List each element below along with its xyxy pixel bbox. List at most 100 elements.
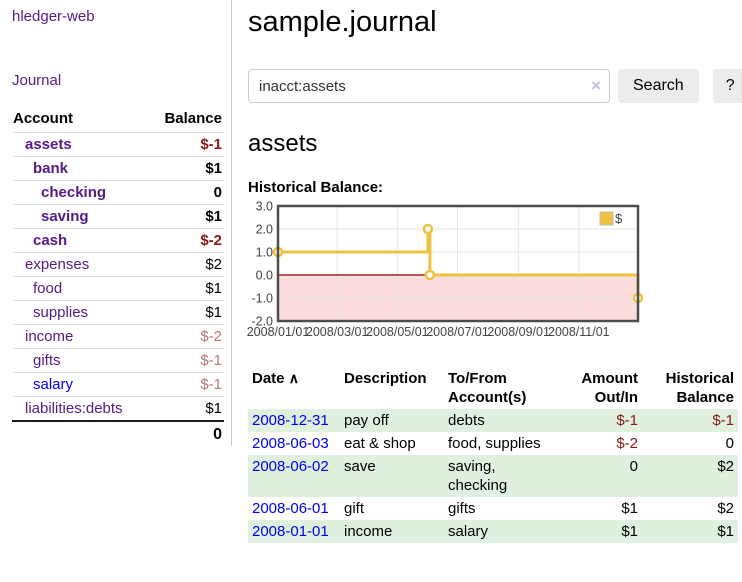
date-cell: 2008-06-03 — [248, 432, 340, 455]
account-name-cell: gifts — [12, 348, 149, 373]
account-name-cell: food — [12, 276, 149, 301]
account-name-cell: salary — [12, 372, 149, 397]
register-row: 2008-12-31 pay off debts $-1 $-1 — [248, 409, 738, 432]
register-column-header: Amount Out/In — [581, 370, 638, 406]
search-box: × — [248, 69, 610, 103]
register-header-row: Date ∧ Description To/From Account(s) Amoun… — [248, 367, 738, 409]
account-name-cell: cash — [12, 228, 149, 253]
amount-cell: 0 — [629, 458, 638, 475]
account-total-row: 0 — [12, 420, 224, 447]
x-tick-label: 2008/03/01 — [306, 325, 369, 339]
clear-search-icon[interactable]: × — [591, 76, 601, 95]
account-row: income $-2 — [12, 324, 224, 349]
accounts-cell: saving, checking — [448, 458, 508, 494]
x-tick-label: 2008/01/01 — [247, 325, 310, 339]
historical-balance-chart: $3.0 2.0 1.0 0.0 -1.0 -2.0 2008/01/01 2008/03/0… — [247, 200, 742, 349]
balance-cell: $-1 — [712, 412, 734, 429]
date-link[interactable]: 2008-06-01 — [252, 500, 329, 517]
account-row: saving $1 — [12, 204, 224, 229]
account-row: expenses $2 — [12, 252, 224, 277]
account-balance-value: $1 — [148, 204, 224, 229]
account-balance-value: $1 — [148, 396, 224, 422]
account-balance-value: $-2 — [148, 228, 224, 253]
balance-chart-svg: $3.0 2.0 1.0 0.0 -1.0 -2.02008/01/012008/03/0… — [247, 200, 644, 339]
description-cell: gift — [344, 500, 365, 517]
help-button[interactable]: ? — [712, 69, 742, 103]
accounts-cell: gifts — [448, 500, 476, 517]
account-link[interactable]: salary — [33, 376, 74, 393]
account-name-cell: assets — [12, 132, 149, 157]
amount-cell: $-1 — [616, 412, 638, 429]
y-tick-label: 3.0 — [256, 200, 273, 214]
account-row: liabilities:debts $1 — [12, 396, 224, 422]
account-link[interactable]: assets — [25, 136, 72, 153]
date-link[interactable]: 2008-12-31 — [252, 412, 329, 429]
amount-cell: $-2 — [616, 435, 638, 452]
search-form: × Search ? — [248, 69, 742, 103]
account-link[interactable]: cash — [33, 232, 68, 249]
date-link[interactable]: 2008-06-02 — [252, 458, 329, 475]
date-cell: 2008-06-01 — [248, 497, 340, 520]
register-row: 2008-06-01 gift gifts $1 $2 — [248, 497, 738, 520]
sidebar: hledger-web Journal Account Balance asse… — [0, 0, 232, 447]
account-balance-value: $-1 — [148, 132, 224, 157]
account-link[interactable]: bank — [33, 160, 69, 177]
y-tick-label: -2.0 — [251, 315, 273, 329]
page-title: sample.journal — [248, 6, 437, 38]
account-name-cell: expenses — [12, 252, 149, 277]
search-button[interactable]: Search — [618, 69, 699, 103]
y-tick-label: 0.0 — [256, 269, 273, 283]
account-balance-table: Account Balance assets $-1 bank $1 checking 0… — [12, 107, 224, 447]
x-tick-label: 2008/11/01 — [548, 325, 610, 339]
register-column-header[interactable]: Date ∧ — [252, 370, 299, 387]
account-link[interactable]: saving — [41, 208, 89, 225]
page: hledger-web Journal Account Balance asse… — [0, 0, 742, 543]
register-table-head: Date ∧ Description To/From Account(s) Amoun… — [248, 367, 738, 409]
date-link[interactable]: 2008-01-01 — [252, 523, 329, 540]
account-balance-value: $1 — [148, 300, 224, 325]
register-column-header: Description — [344, 370, 427, 387]
account-name-cell: saving — [12, 204, 149, 229]
register-column-header: Historical Balance — [665, 370, 734, 406]
description-cell: income — [344, 523, 393, 540]
nav-journal-link[interactable]: Journal — [12, 72, 62, 89]
account-row: cash $-2 — [12, 228, 224, 253]
accounts-cell: salary — [448, 523, 489, 540]
account-row: assets $-1 — [12, 132, 224, 157]
account-name-cell: income — [12, 324, 149, 349]
account-link[interactable]: income — [25, 328, 74, 345]
main-content: sample.journal × Search ? assets Histori… — [232, 0, 742, 543]
y-tick-label: -1.0 — [251, 292, 273, 306]
account-table-header-row: Account Balance — [12, 107, 224, 133]
account-link[interactable]: supplies — [33, 304, 89, 321]
account-balance-value: $-1 — [148, 348, 224, 373]
register-row: 2008-06-02 save saving, checking 0 $2 — [248, 455, 738, 497]
description-cell: save — [344, 458, 376, 475]
account-name-cell: liabilities:debts — [12, 396, 149, 422]
date-link[interactable]: 2008-06-03 — [252, 435, 329, 452]
account-link[interactable]: gifts — [33, 352, 61, 369]
account-link[interactable]: expenses — [25, 256, 90, 273]
account-link[interactable]: liabilities:debts — [25, 400, 123, 417]
accounts-cell: debts — [448, 412, 485, 429]
account-row: salary $-1 — [12, 372, 224, 397]
search-input[interactable] — [248, 69, 610, 103]
y-tick-label: 2.0 — [256, 223, 273, 237]
register-table-body: 2008-12-31 pay off debts $-1 $-1 2008-06-03 ea… — [248, 409, 738, 543]
balance-cell: $2 — [717, 500, 734, 517]
sort-asc-icon: ∧ — [288, 370, 299, 386]
account-link[interactable]: checking — [41, 184, 107, 201]
register-row: 2008-01-01 income salary $1 $1 — [248, 520, 738, 543]
y-tick-label: 1.0 — [256, 246, 273, 260]
account-link[interactable]: food — [33, 280, 63, 297]
plot-border — [276, 204, 640, 323]
date-cell: 2008-06-02 — [248, 455, 340, 497]
account-total-value: 0 — [148, 420, 224, 447]
brand-link[interactable]: hledger-web — [12, 8, 95, 25]
amount-cell: $1 — [621, 500, 638, 517]
balance-column-header: Balance — [148, 107, 224, 133]
account-table-body: assets $-1 bank $1 checking 0 saving $1 cash $-2 e… — [12, 132, 224, 422]
balance-cell: $1 — [717, 523, 734, 540]
x-tick-label: 2008/09/01 — [487, 325, 550, 339]
account-row: supplies $1 — [12, 300, 224, 325]
